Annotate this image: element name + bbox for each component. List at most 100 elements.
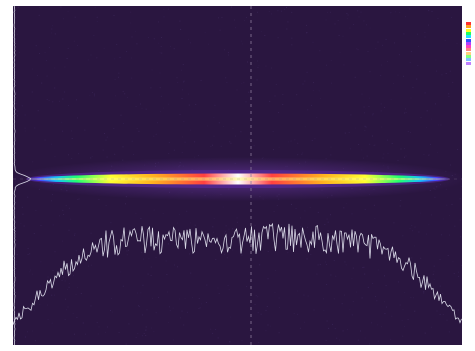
noise-speck	[63, 214, 65, 215]
color-scale-chip	[466, 64, 471, 68]
noise-speck	[338, 34, 340, 36]
noise-speck	[300, 226, 302, 227]
noise-speck	[65, 205, 67, 207]
noise-speck	[210, 328, 212, 330]
noise-speck	[374, 296, 376, 298]
noise-speck	[461, 185, 462, 187]
noise-speck	[52, 270, 54, 272]
noise-speck	[363, 106, 365, 108]
noise-speck	[158, 296, 160, 298]
noise-speck	[304, 321, 306, 323]
noise-speck	[204, 32, 206, 34]
noise-speck	[108, 235, 110, 237]
noise-speck	[150, 87, 152, 89]
noise-speck	[200, 303, 202, 305]
noise-speck	[414, 226, 416, 228]
noise-speck	[31, 91, 33, 93]
noise-speck	[395, 11, 396, 13]
noise-speck	[32, 330, 34, 332]
noise-speck	[434, 103, 436, 105]
noise-speck	[27, 196, 29, 198]
noise-speck	[128, 235, 130, 237]
noise-speck	[188, 104, 190, 106]
noise-speck	[397, 281, 399, 283]
noise-speck	[303, 238, 305, 240]
noise-speck	[412, 86, 414, 88]
noise-speck	[424, 332, 426, 334]
noise-speck	[223, 126, 225, 127]
noise-speck	[157, 122, 159, 124]
noise-speck	[344, 132, 346, 134]
noise-speck	[136, 43, 138, 45]
noise-speck	[297, 154, 299, 156]
beam-image-display[interactable]	[13, 6, 462, 345]
noise-speck	[113, 128, 115, 129]
noise-speck	[64, 91, 65, 93]
noise-speck	[445, 73, 447, 74]
noise-speck	[70, 130, 72, 132]
noise-speck	[433, 265, 435, 267]
noise-speck	[240, 40, 242, 42]
noise-speck	[96, 16, 98, 18]
noise-speck	[374, 217, 376, 219]
noise-speck	[428, 154, 430, 156]
noise-speck	[350, 114, 352, 116]
noise-speck	[58, 100, 60, 102]
noise-speck	[278, 332, 280, 334]
noise-speck	[436, 151, 438, 153]
noise-speck	[326, 64, 327, 66]
noise-speck	[127, 96, 128, 98]
noise-speck	[416, 78, 418, 80]
noise-speck	[112, 243, 113, 245]
noise-speck	[431, 214, 433, 216]
noise-speck	[381, 64, 382, 66]
color-scale-chip	[466, 25, 471, 29]
noise-speck	[356, 48, 358, 50]
noise-speck	[155, 257, 157, 258]
noise-speck	[27, 253, 29, 255]
noise-speck	[94, 7, 96, 8]
noise-speck	[48, 100, 50, 101]
noise-speck	[457, 309, 459, 311]
noise-speck	[15, 92, 17, 94]
noise-speck	[439, 313, 441, 315]
beam-hot-center	[26, 177, 450, 181]
noise-speck	[155, 312, 157, 314]
noise-speck	[366, 155, 368, 157]
noise-speck	[161, 37, 162, 38]
noise-speck	[184, 141, 186, 143]
noise-speck	[226, 82, 228, 83]
noise-speck	[358, 144, 360, 145]
noise-speck	[217, 337, 219, 339]
noise-speck	[146, 309, 148, 311]
noise-speck	[140, 218, 142, 220]
noise-speck	[337, 19, 339, 21]
color-scale-chip	[466, 58, 471, 62]
noise-speck	[29, 271, 31, 273]
noise-speck	[77, 199, 79, 200]
noise-speck	[20, 222, 22, 224]
noise-speck	[167, 321, 169, 323]
noise-speck	[364, 208, 366, 210]
noise-speck	[182, 89, 183, 91]
noise-speck	[451, 203, 453, 205]
noise-speck	[111, 297, 113, 299]
noise-speck	[61, 121, 63, 123]
noise-speck	[405, 112, 407, 113]
noise-speck	[301, 153, 303, 155]
noise-speck	[102, 149, 104, 151]
noise-speck	[382, 157, 384, 159]
noise-speck	[76, 99, 78, 101]
noise-speck	[410, 132, 411, 133]
noise-speck	[198, 298, 200, 299]
noise-speck	[93, 95, 95, 97]
noise-speck	[440, 124, 442, 126]
noise-speck	[460, 236, 462, 238]
noise-speck	[224, 49, 226, 51]
noise-speck	[367, 286, 369, 288]
noise-speck	[151, 327, 153, 329]
noise-speck	[410, 97, 412, 99]
noise-speck	[306, 32, 308, 34]
noise-speck	[325, 19, 327, 21]
noise-speck	[232, 249, 234, 251]
